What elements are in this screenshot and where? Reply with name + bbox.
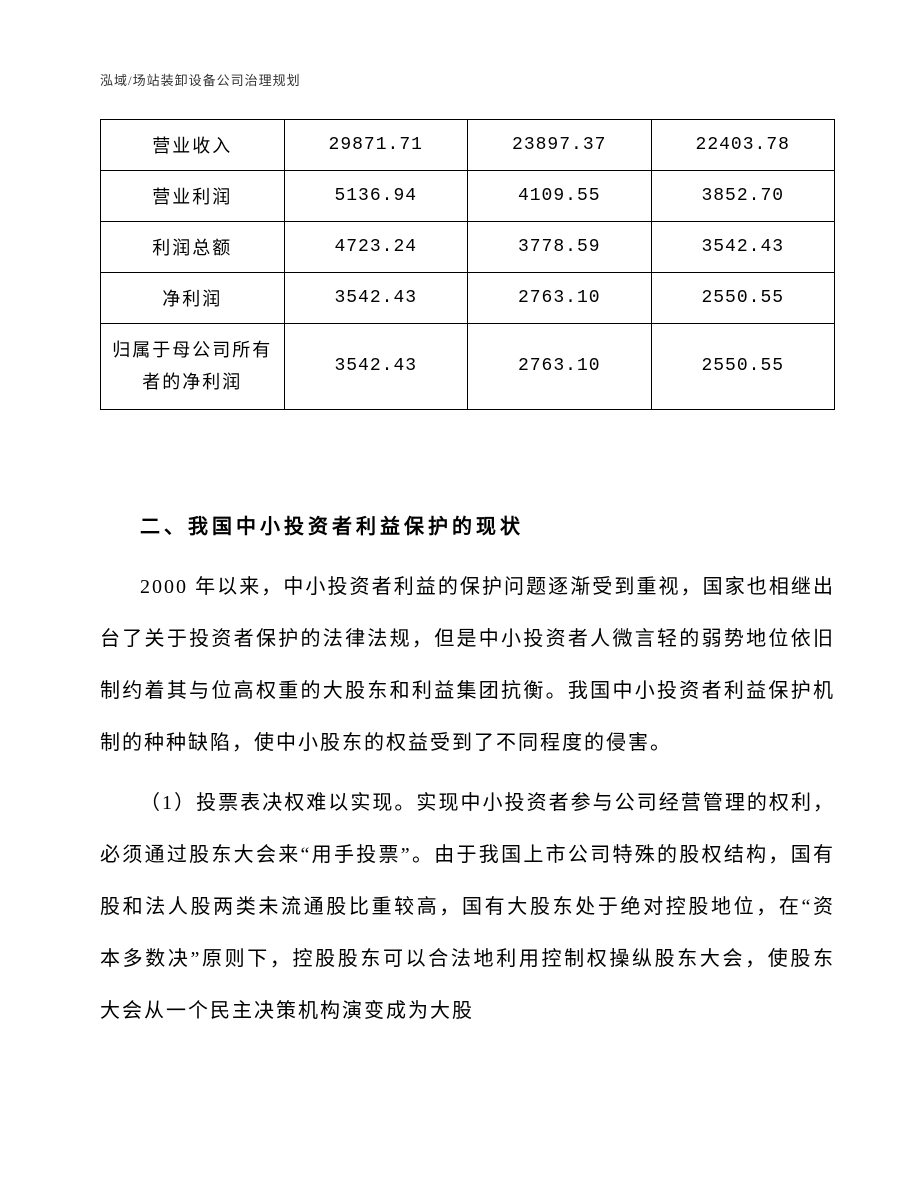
page-header: 泓域/场站装卸设备公司治理规划: [100, 70, 835, 89]
row-value: 2763.10: [468, 273, 652, 324]
content-section: 二、我国中小投资者利益保护的现状 2000 年以来，中小投资者利益的保护问题逐渐…: [100, 510, 835, 1037]
row-label: 归属于母公司所有者的净利润: [101, 324, 285, 410]
table-row: 净利润 3542.43 2763.10 2550.55: [101, 273, 835, 324]
row-value: 3542.43: [651, 222, 835, 273]
row-value: 3852.70: [651, 171, 835, 222]
row-value: 4723.24: [284, 222, 468, 273]
row-value: 2550.55: [651, 324, 835, 410]
row-label: 净利润: [101, 273, 285, 324]
body-paragraph: 2000 年以来，中小投资者利益的保护问题逐渐受到重视，国家也相继出台了关于投资…: [100, 561, 835, 769]
section-heading: 二、我国中小投资者利益保护的现状: [100, 510, 835, 539]
financial-table: 营业收入 29871.71 23897.37 22403.78 营业利润 513…: [100, 119, 835, 410]
row-label: 营业收入: [101, 120, 285, 171]
table-row: 利润总额 4723.24 3778.59 3542.43: [101, 222, 835, 273]
header-text: 泓域/场站装卸设备公司治理规划: [100, 73, 301, 88]
row-value: 3778.59: [468, 222, 652, 273]
table-body: 营业收入 29871.71 23897.37 22403.78 营业利润 513…: [101, 120, 835, 410]
table-row: 营业利润 5136.94 4109.55 3852.70: [101, 171, 835, 222]
row-label: 利润总额: [101, 222, 285, 273]
row-label: 营业利润: [101, 171, 285, 222]
row-value: 23897.37: [468, 120, 652, 171]
table-row: 归属于母公司所有者的净利润 3542.43 2763.10 2550.55: [101, 324, 835, 410]
row-value: 3542.43: [284, 324, 468, 410]
row-value: 2550.55: [651, 273, 835, 324]
row-value: 22403.78: [651, 120, 835, 171]
body-paragraph: （1）投票表决权难以实现。实现中小投资者参与公司经营管理的权利，必须通过股东大会…: [100, 777, 835, 1037]
row-value: 29871.71: [284, 120, 468, 171]
row-value: 3542.43: [284, 273, 468, 324]
row-value: 5136.94: [284, 171, 468, 222]
row-value: 4109.55: [468, 171, 652, 222]
row-value: 2763.10: [468, 324, 652, 410]
table-row: 营业收入 29871.71 23897.37 22403.78: [101, 120, 835, 171]
